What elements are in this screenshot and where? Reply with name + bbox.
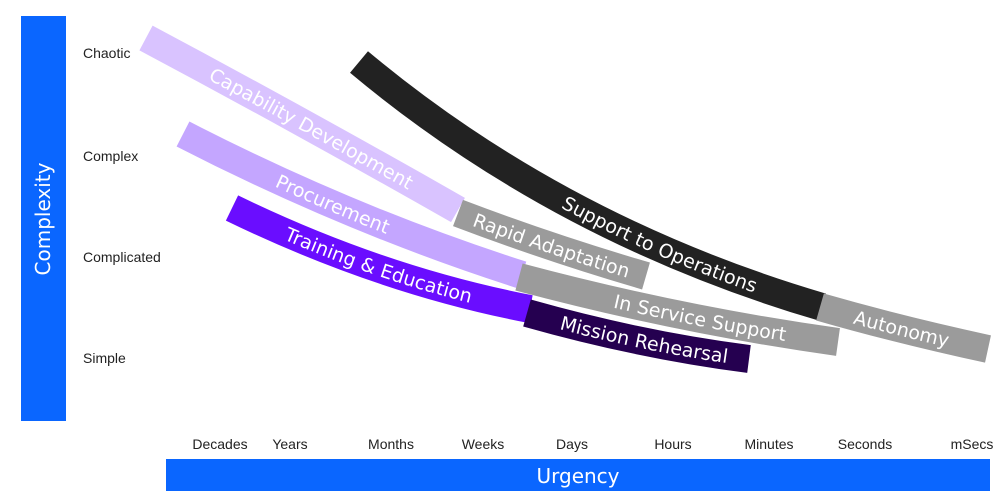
y-axis-title: Complexity: [31, 162, 55, 275]
band-mission-rehearsal: [523, 299, 751, 373]
x-tick-days: Days: [556, 436, 588, 452]
band-rapid-adaptation: [453, 199, 650, 290]
x-tick-minutes: Minutes: [744, 436, 793, 452]
y-tick-chaotic: Chaotic: [83, 45, 130, 61]
band-training-education: [225, 195, 533, 323]
x-tick-weeks: Weeks: [462, 436, 505, 452]
x-tick-decades: Decades: [192, 436, 247, 452]
x-tick-months: Months: [368, 436, 414, 452]
x-tick-msecs: mSecs: [951, 436, 994, 452]
x-axis-bar: [166, 459, 990, 491]
band-procurement: [176, 121, 527, 289]
band-autonomy: [816, 293, 991, 363]
band-capability-development: [139, 25, 465, 223]
band-support-to-operations: [350, 51, 826, 321]
x-axis-title: Urgency: [536, 464, 619, 488]
band-in-service-support: [515, 263, 840, 356]
x-tick-seconds: Seconds: [838, 436, 892, 452]
y-tick-complicated: Complicated: [83, 249, 161, 265]
band-label-autonomy: Autonomy: [851, 307, 951, 352]
y-tick-complex: Complex: [83, 148, 138, 164]
y-axis-bar: [21, 16, 66, 421]
x-tick-years: Years: [272, 436, 307, 452]
x-tick-hours: Hours: [654, 436, 691, 452]
y-tick-simple: Simple: [83, 350, 126, 366]
